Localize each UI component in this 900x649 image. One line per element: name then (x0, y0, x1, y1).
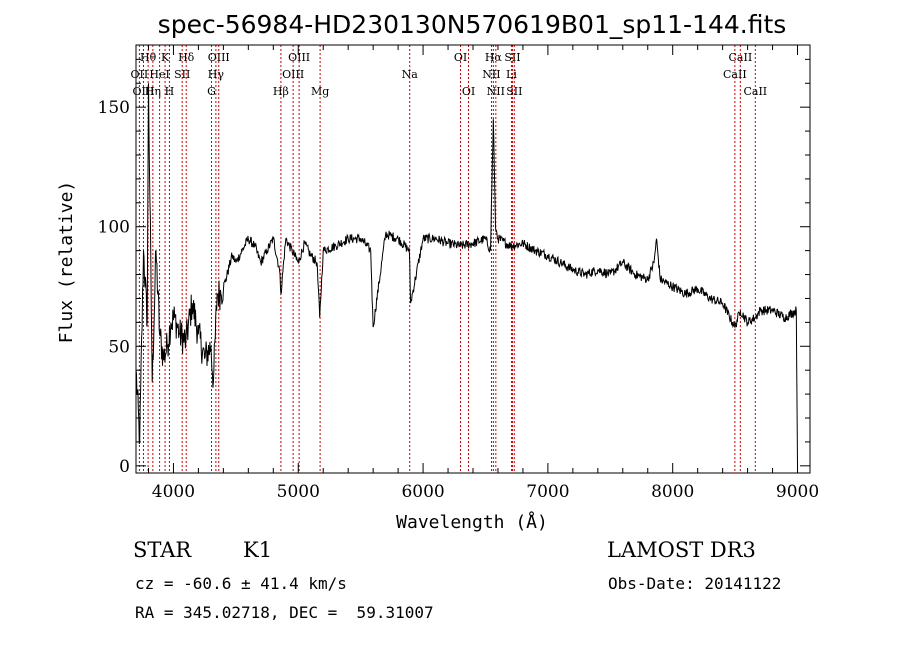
marker-label-25: CaII (729, 51, 753, 64)
x-tick-label-2: 6000 (401, 482, 444, 502)
marker-label-0: Hθ (140, 51, 157, 64)
x-tick-label-0: 4000 (152, 482, 195, 502)
marker-label-20: SII (504, 51, 520, 64)
chart-title: spec-56984-HD230130N570619B01_sp11-144.f… (158, 10, 787, 39)
marker-label-17: OI (454, 51, 467, 64)
marker-label-13: OIII (282, 68, 304, 81)
x-axis-label: Wavelength (Å) (396, 511, 548, 533)
marker-label-4: HeI (149, 68, 169, 81)
y-axis-label: Flux (relative) (56, 181, 77, 344)
marker-label-15: Mg (311, 85, 329, 98)
marker-label-10: Hγ (208, 68, 225, 81)
x-tick-label-3: 7000 (526, 482, 569, 502)
marker-label-16: Na (402, 68, 419, 81)
marker-label-7: SII (174, 68, 190, 81)
marker-label-6: Hδ (178, 51, 195, 64)
y-tick-label-3: 150 (98, 98, 130, 118)
marker-label-22: Li (506, 68, 517, 81)
survey-name: LAMOST DR3 (607, 538, 756, 562)
redshift-readout: cz = -60.6 ± 41.4 km/s (135, 574, 347, 593)
spectrum-line (135, 83, 798, 466)
object-class: STAR (133, 538, 192, 562)
observation-date: Obs-Date: 20141122 (608, 574, 782, 593)
plot-axes: 4000 5000 6000 7000 8000 9000 0 50 100 150 (98, 44, 819, 502)
x-tick-label-4: 8000 (651, 482, 694, 502)
object-subclass: K1 (243, 538, 273, 562)
marker-label-11: G (207, 85, 216, 98)
marker-label-9: OIII (208, 51, 230, 64)
x-tick-label-5: 9000 (776, 482, 819, 502)
marker-label-18: OI (462, 85, 475, 98)
x-tick-label-1: 5000 (277, 482, 320, 502)
marker-label-2: OIII (132, 85, 154, 98)
marker-label-5: Hη (145, 85, 161, 98)
y-tick-label-2: 100 (98, 218, 130, 238)
marker-label-8: H (165, 85, 175, 98)
marker-label-24: SII (506, 85, 522, 98)
marker-label-14: Hβ (273, 85, 289, 98)
marker-label-23: NII (487, 85, 505, 98)
marker-label-3: K (161, 51, 170, 64)
coordinates-readout: RA = 345.02718, DEC = 59.31007 (135, 603, 434, 622)
line-markers (138, 45, 756, 473)
marker-label-21: NII (482, 68, 500, 81)
marker-label-1: OII (131, 68, 149, 81)
y-tick-label-0: 0 (119, 457, 130, 477)
marker-label-27: CaII (743, 85, 767, 98)
marker-label-26: CaII (723, 68, 747, 81)
marker-label-12: OIII (288, 51, 310, 64)
marker-label-19: Hα (485, 51, 503, 64)
marker-labels: Hθ OII OIII K HeI Hη Hδ SII H OIII Hγ G OIII OIII Hβ Mg… (131, 51, 768, 98)
spectrum-series (135, 83, 798, 466)
y-tick-label-1: 50 (108, 337, 130, 357)
